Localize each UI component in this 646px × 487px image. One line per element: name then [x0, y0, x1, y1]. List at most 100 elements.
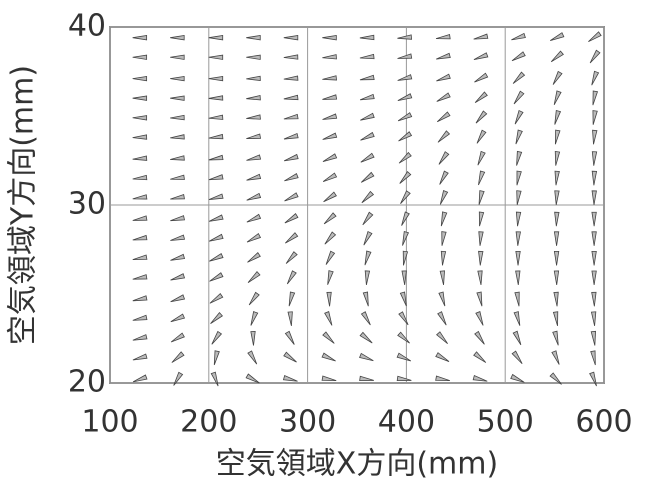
- vector-arrow: [213, 350, 220, 366]
- vector-arrow: [208, 54, 224, 60]
- vector-arrow: [132, 314, 148, 321]
- vector-arrow: [173, 371, 184, 386]
- vector-arrow: [588, 31, 602, 43]
- vector-arrow: [516, 170, 522, 186]
- vector-arrow: [512, 330, 522, 346]
- vector-arrow: [553, 250, 560, 266]
- vector-arrow: [398, 151, 412, 164]
- vector-arrow: [592, 129, 598, 145]
- vector-arrow: [246, 95, 261, 101]
- vector-arrow: [591, 270, 597, 286]
- vector-arrow: [208, 95, 224, 101]
- vector-arrow: [283, 351, 297, 363]
- vector-arrow: [478, 231, 484, 246]
- vector-arrow: [170, 35, 185, 41]
- vector-arrow: [132, 115, 148, 121]
- vector-arrow: [170, 75, 185, 82]
- vector-arrow: [246, 54, 261, 60]
- vector-arrow: [284, 330, 295, 345]
- vector-arrow: [435, 34, 451, 40]
- vector-arrow: [170, 114, 185, 121]
- vector-arrow: [515, 250, 521, 266]
- vector-arrow: [132, 295, 148, 302]
- x-tick-label: 600: [575, 405, 632, 440]
- vector-arrow: [474, 330, 485, 345]
- vector-arrow: [397, 74, 413, 81]
- vector-arrow: [437, 311, 447, 326]
- vector-arrow: [208, 233, 224, 242]
- vector-arrow: [170, 193, 185, 200]
- vector-arrow: [285, 251, 298, 264]
- vector-arrow: [554, 129, 561, 145]
- vector-arrow: [324, 231, 337, 245]
- vector-arrow: [322, 113, 338, 120]
- vector-arrow: [208, 214, 224, 222]
- vector-arrow: [132, 75, 148, 82]
- vector-arrow: [170, 253, 186, 261]
- vector-arrow: [208, 193, 224, 200]
- vector-arrow: [359, 74, 375, 81]
- vector-arrow: [513, 90, 525, 105]
- vector-arrow: [283, 75, 299, 81]
- x-tick-label: 200: [180, 405, 237, 440]
- vector-arrow: [553, 291, 559, 307]
- vector-arrow: [132, 254, 148, 261]
- vector-arrow: [359, 93, 375, 101]
- vector-arrow: [436, 331, 448, 345]
- vector-arrow: [477, 150, 486, 166]
- vector-arrow: [132, 234, 148, 241]
- vector-arrow: [400, 190, 411, 204]
- vector-arrow: [512, 71, 526, 84]
- vector-arrow: [553, 90, 562, 105]
- vector-arrow: [170, 273, 186, 281]
- vector-arrow: [516, 190, 522, 205]
- vector-arrow: [324, 311, 333, 326]
- vector-arrow: [321, 352, 336, 362]
- vector-arrow: [437, 130, 451, 143]
- vector-arrow: [436, 73, 451, 82]
- vector-arrow: [132, 134, 148, 140]
- y-tick-label: 40: [68, 9, 106, 44]
- vector-arrow: [436, 92, 451, 102]
- vector-arrow: [590, 330, 596, 346]
- vector-arrow: [247, 252, 261, 263]
- vector-arrow: [554, 109, 562, 125]
- vector-arrow: [170, 95, 185, 101]
- vector-arrow: [359, 53, 375, 60]
- vector-arrow: [360, 112, 375, 121]
- vector-arrow: [211, 330, 223, 345]
- vector-arrow: [515, 231, 521, 246]
- vector-arrow: [439, 170, 449, 185]
- vector-arrow: [435, 352, 450, 362]
- vector-arrow: [322, 54, 337, 60]
- vector-arrow: [132, 374, 148, 383]
- vector-arrow: [363, 230, 373, 246]
- vector-arrow: [248, 291, 260, 306]
- vector-arrow: [325, 250, 336, 265]
- vector-arrow: [132, 35, 148, 41]
- vector-arrow: [323, 191, 337, 203]
- vector-arrow: [436, 111, 451, 123]
- vector-arrow: [549, 372, 562, 385]
- vector-arrow: [478, 211, 485, 227]
- vector-arrow: [208, 114, 224, 120]
- vector-arrow: [250, 311, 259, 326]
- vector-arrow: [322, 94, 338, 100]
- vector-arrow: [435, 375, 450, 382]
- vector-arrow: [282, 374, 298, 382]
- vector-arrow: [402, 250, 409, 266]
- vector-arrow: [364, 250, 372, 266]
- vector-arrow: [322, 75, 337, 81]
- vector-arrow: [397, 34, 413, 40]
- vector-arrow: [475, 110, 488, 124]
- vector-arrow: [360, 171, 375, 183]
- vector-arrow: [510, 373, 525, 383]
- vector-arrow: [551, 350, 560, 365]
- vector-arrow: [474, 72, 489, 83]
- y-tick-label: 30: [68, 187, 106, 222]
- vector-arrow: [359, 352, 374, 362]
- vector-arrow: [552, 330, 559, 346]
- vector-arrow: [247, 271, 261, 283]
- vector-arrow: [284, 213, 299, 224]
- vector-arrow: [132, 54, 148, 60]
